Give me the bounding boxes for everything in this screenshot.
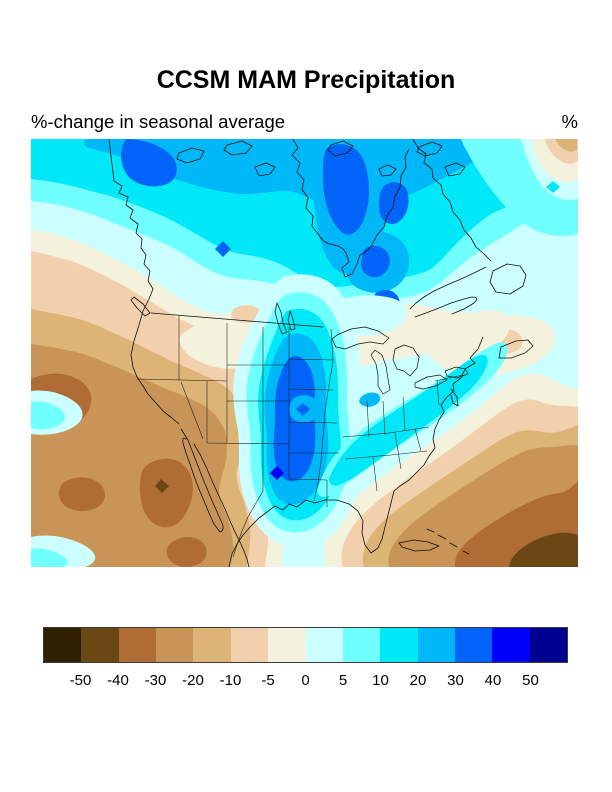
lake-huron xyxy=(392,344,420,377)
colorbar-tick: 40 xyxy=(484,672,502,689)
pacific-coastline xyxy=(113,180,180,425)
map-great-lakes xyxy=(331,326,469,395)
colorbar-cell xyxy=(529,628,568,662)
colorbar-cell xyxy=(193,628,231,662)
hudson-bay-coast xyxy=(291,139,410,278)
lake-ontario xyxy=(444,366,469,379)
colorbar-tick: 30 xyxy=(447,672,464,689)
arctic-islands xyxy=(176,140,466,177)
lake-michigan xyxy=(370,349,391,395)
st-lawrence-south-shore xyxy=(414,296,477,318)
colorbar-cell xyxy=(44,628,82,662)
colorbar-tick-labels: -50 -40 -30 -20 -10 -5 0 5 10 20 30 40 50 xyxy=(43,672,568,692)
st-lawrence-north-shore xyxy=(409,266,487,310)
manitoba-lakes xyxy=(274,302,296,335)
labrador-coastline xyxy=(412,139,492,262)
colorbar-tick: 0 xyxy=(301,672,310,689)
colorbar-tick: 5 xyxy=(338,672,348,689)
colorbar-cell xyxy=(305,628,343,662)
colorbar-cell xyxy=(492,628,530,662)
atlantic-gulf-coastline xyxy=(228,336,484,567)
vancouver-island xyxy=(130,296,151,317)
map-coastlines xyxy=(108,139,534,567)
colorbar-cell xyxy=(268,628,306,662)
figure-subtitle: %-change in seasonal average xyxy=(31,111,286,132)
chesapeake-bay xyxy=(450,388,459,407)
colorbar-tick: -10 xyxy=(219,672,242,689)
colorbar-cell xyxy=(342,628,381,662)
map-state-borders xyxy=(136,315,464,558)
map-contour-fills xyxy=(31,139,578,567)
lake-erie xyxy=(414,374,448,390)
nova-scotia xyxy=(498,339,534,359)
bahamas xyxy=(426,528,470,555)
colorbar-tick: 20 xyxy=(409,672,427,689)
lake-superior xyxy=(331,326,390,350)
colorbar-tick: -20 xyxy=(182,672,204,689)
cuba xyxy=(398,539,440,552)
baja-california xyxy=(180,428,224,533)
colorbar-tick: -5 xyxy=(261,672,275,689)
colorbar-cell xyxy=(417,628,455,662)
colorbar-cell xyxy=(118,628,157,662)
alaska-border-line xyxy=(108,139,115,182)
colorbar-cell xyxy=(81,628,119,662)
mexico-west-coast xyxy=(193,443,250,567)
colorbar-tick: 10 xyxy=(372,672,389,689)
colorbar-tick: -40 xyxy=(107,672,129,689)
colorbar-tick: 50 xyxy=(522,672,539,689)
colorbar-cell xyxy=(454,628,493,662)
colorbar xyxy=(43,627,568,663)
colorbar-tick: -50 xyxy=(69,672,92,689)
colorbar-cell xyxy=(230,628,269,662)
precipitation-map xyxy=(31,139,578,567)
colorbar-cell xyxy=(156,628,194,662)
unit-label: % xyxy=(561,111,578,132)
colorbar-cell xyxy=(380,628,418,662)
map-canvas xyxy=(31,139,578,567)
colorbar-tick: -30 xyxy=(144,672,167,689)
figure-title: CCSM MAM Precipitation xyxy=(156,66,456,94)
newfoundland xyxy=(489,263,527,295)
